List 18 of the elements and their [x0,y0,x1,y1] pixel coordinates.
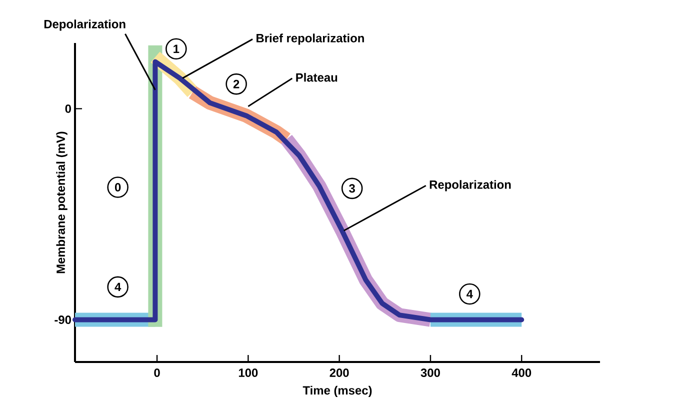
annotation: 0 [114,183,121,192]
annotation: 1 [174,44,180,53]
annotation: 3 [349,184,355,193]
annotation: Repolarization [430,180,511,192]
annotation: 4 [466,290,473,298]
x-axis-title: Time (msec) [302,386,372,397]
annotation: 2 [233,80,240,88]
y-axis-title: Membrane potential (mV) [56,132,68,274]
annotation: Depolarization [44,20,126,31]
x-tick-label: 400 [512,368,532,377]
x-tick-label: 100 [238,368,258,377]
x-tick-label: 0 [154,368,160,377]
x-tick-label: 300 [420,368,440,378]
y-tick-label: -90 [54,316,71,324]
annotation: Plateau [296,72,338,82]
x-tick-label: 200 [330,368,349,377]
annotation: 4 [114,282,122,292]
annotation: Brief repolarization [256,34,364,45]
